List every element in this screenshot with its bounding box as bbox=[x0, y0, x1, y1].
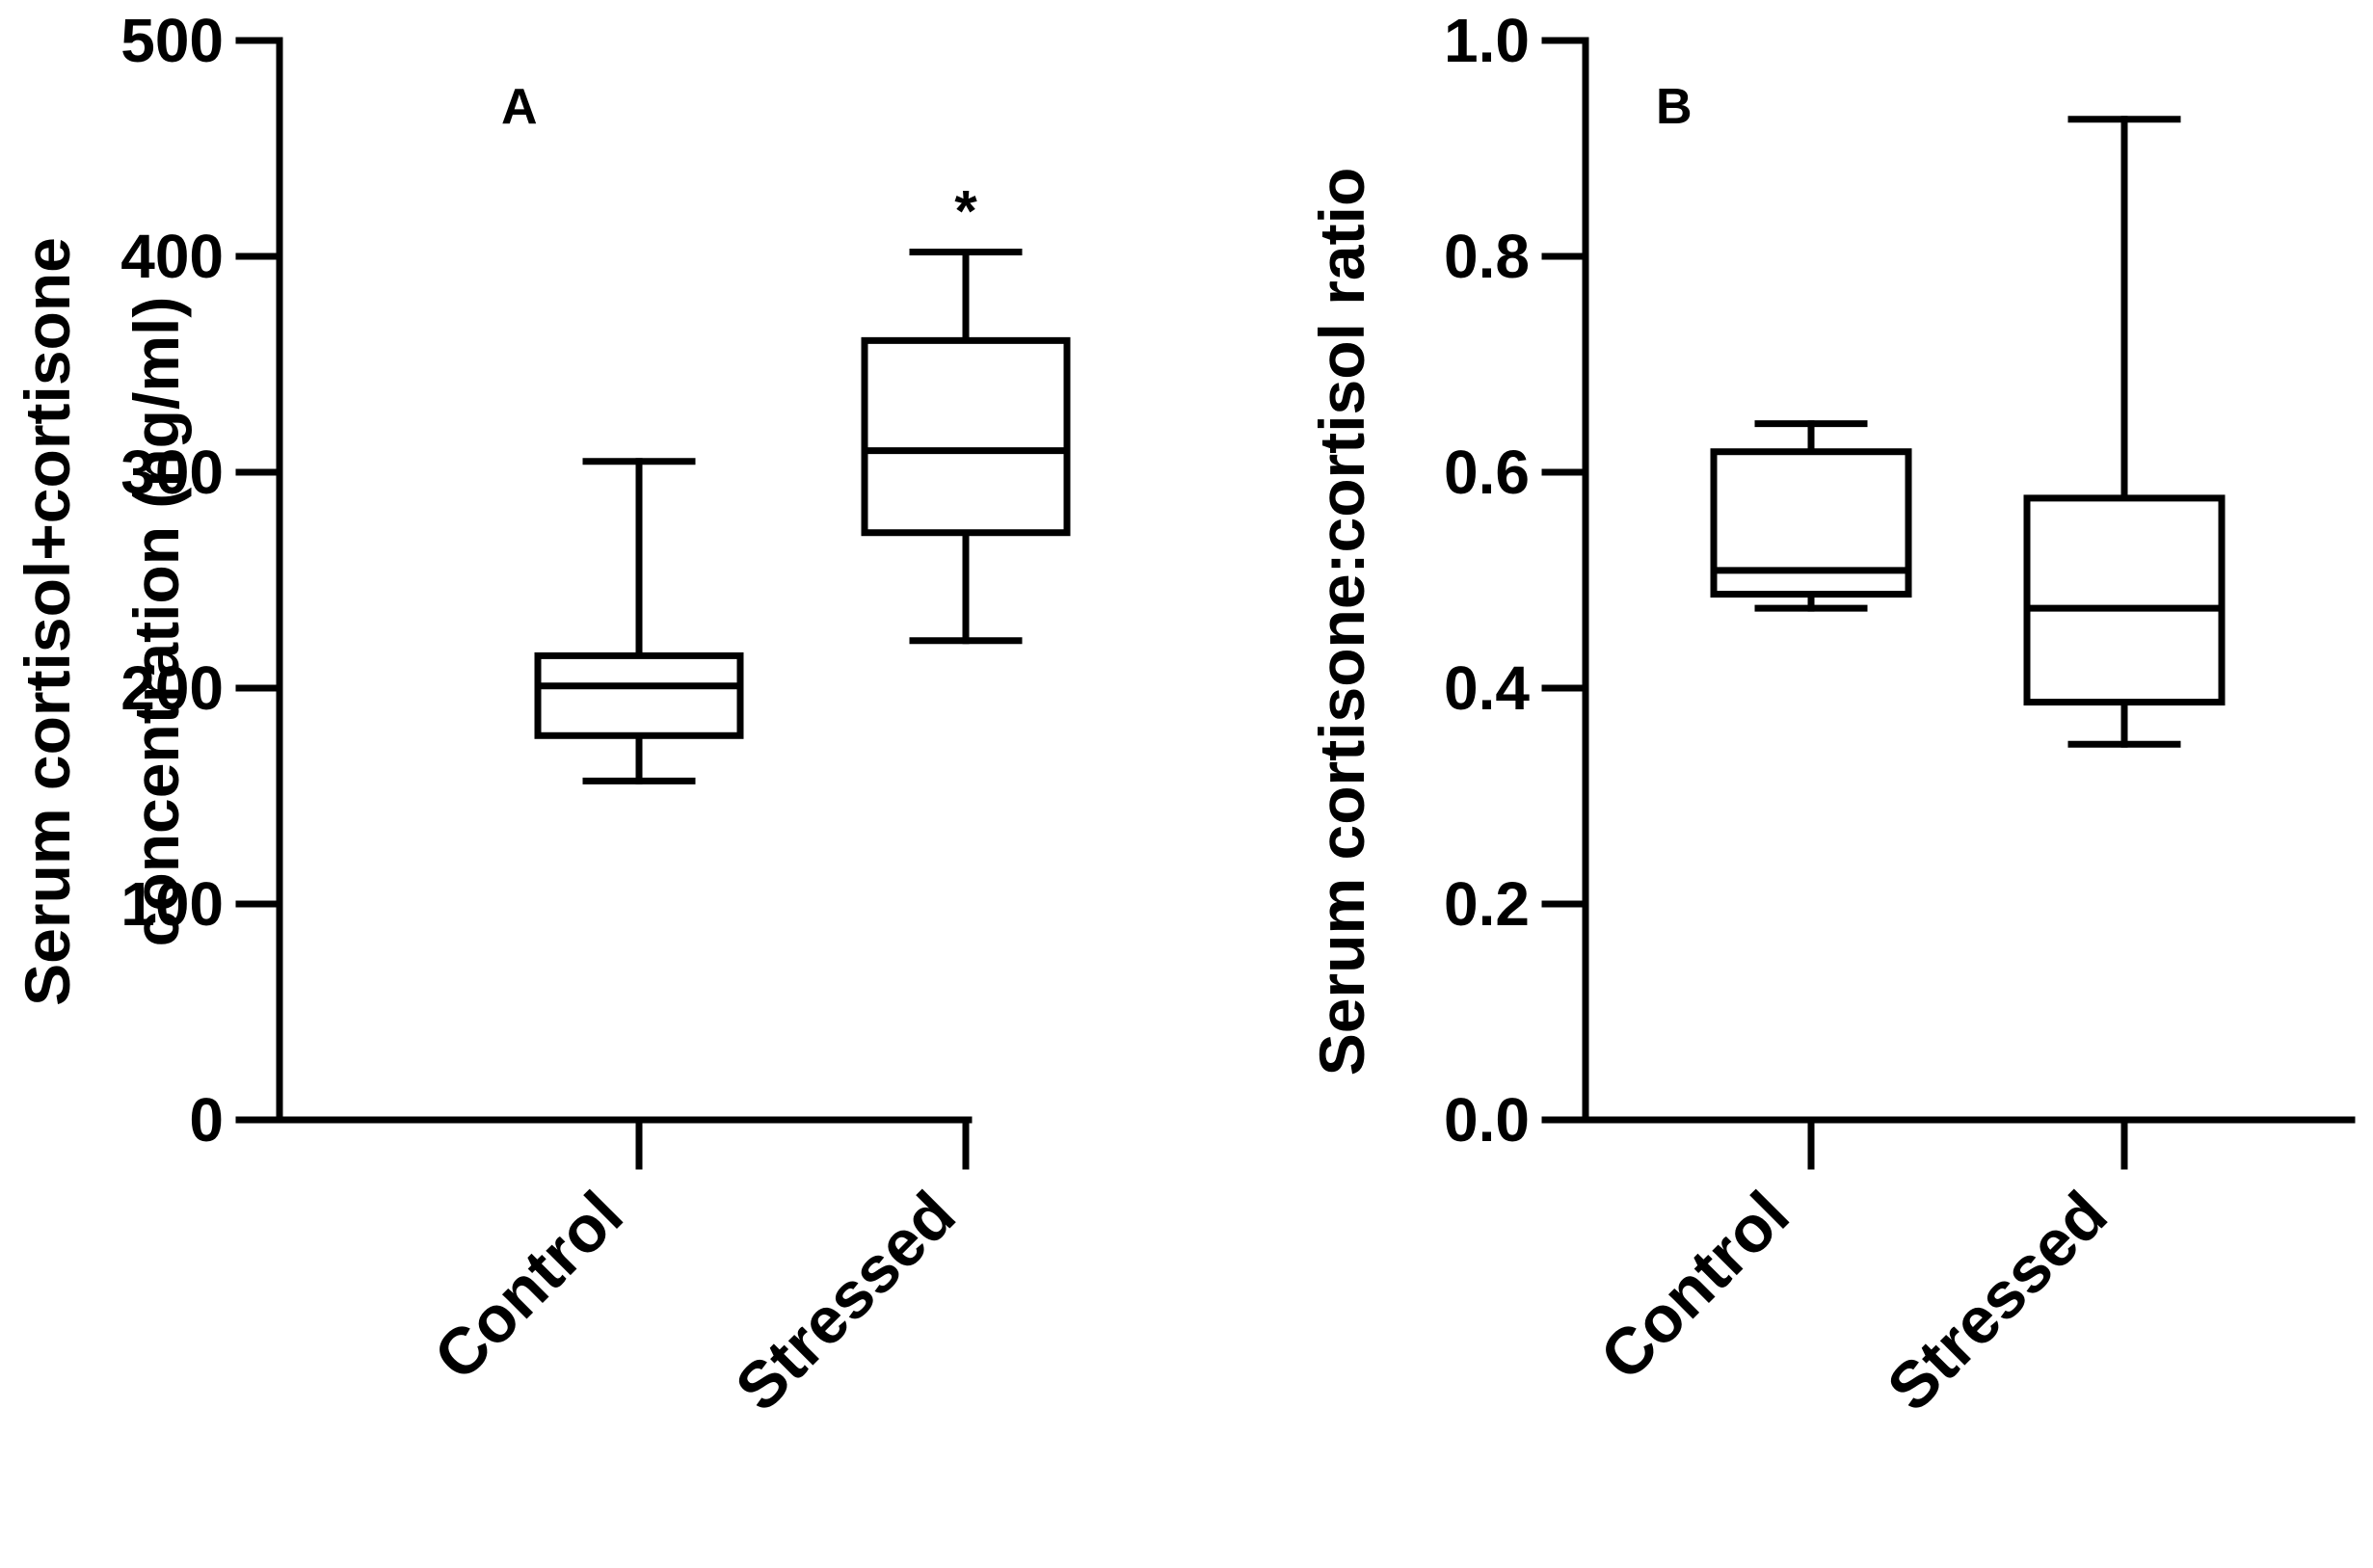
panel-a-control-iqr-box bbox=[534, 651, 744, 739]
panel-b-y-axis-title: Serum cortisone:cortisol ratio bbox=[1306, 168, 1377, 1076]
panel-b-y-tick-label: 0.4 bbox=[1444, 653, 1530, 723]
panel-a-stressed-significance-marker: * bbox=[954, 179, 977, 244]
panel-a-y-tick-label: 200 bbox=[120, 653, 224, 723]
panel-a-y-tick-label: 100 bbox=[120, 869, 224, 939]
panel-a-y-tick-label: 400 bbox=[120, 222, 224, 291]
panel-a-y-tick-label: 0 bbox=[189, 1085, 224, 1155]
panel-b-y-tick-label: 0.6 bbox=[1444, 438, 1530, 507]
panel-a-y-axis-title: Serum cortisol+cortisone bbox=[12, 237, 83, 1006]
panel-b-x-tick-label-stressed: Stressed bbox=[1874, 1178, 2121, 1425]
panel-a-y-tick-label: 300 bbox=[120, 438, 224, 507]
panel-b-stressed-iqr-box bbox=[2023, 494, 2226, 706]
panel-a-y-axis-title: concentration (ng/ml) bbox=[120, 297, 192, 947]
panel-b-x-tick-label-control: Control bbox=[1586, 1178, 1803, 1395]
panel-b-label: B bbox=[1656, 79, 1693, 135]
panel-a-label: A bbox=[501, 79, 538, 135]
panel-a-y-tick-label: 500 bbox=[120, 6, 224, 75]
panel-b-y-tick-label: 0.0 bbox=[1444, 1085, 1530, 1155]
panel-a-x-tick-label-stressed: Stressed bbox=[722, 1178, 970, 1425]
panel-b-y-tick-label: 0.8 bbox=[1444, 222, 1530, 291]
panel-b-y-tick-label: 1.0 bbox=[1444, 6, 1530, 75]
panel-a-x-tick-label-control: Control bbox=[420, 1178, 637, 1395]
panel-b-y-tick-label: 0.2 bbox=[1444, 869, 1530, 939]
panel-a-stressed-iqr-box bbox=[861, 336, 1071, 537]
